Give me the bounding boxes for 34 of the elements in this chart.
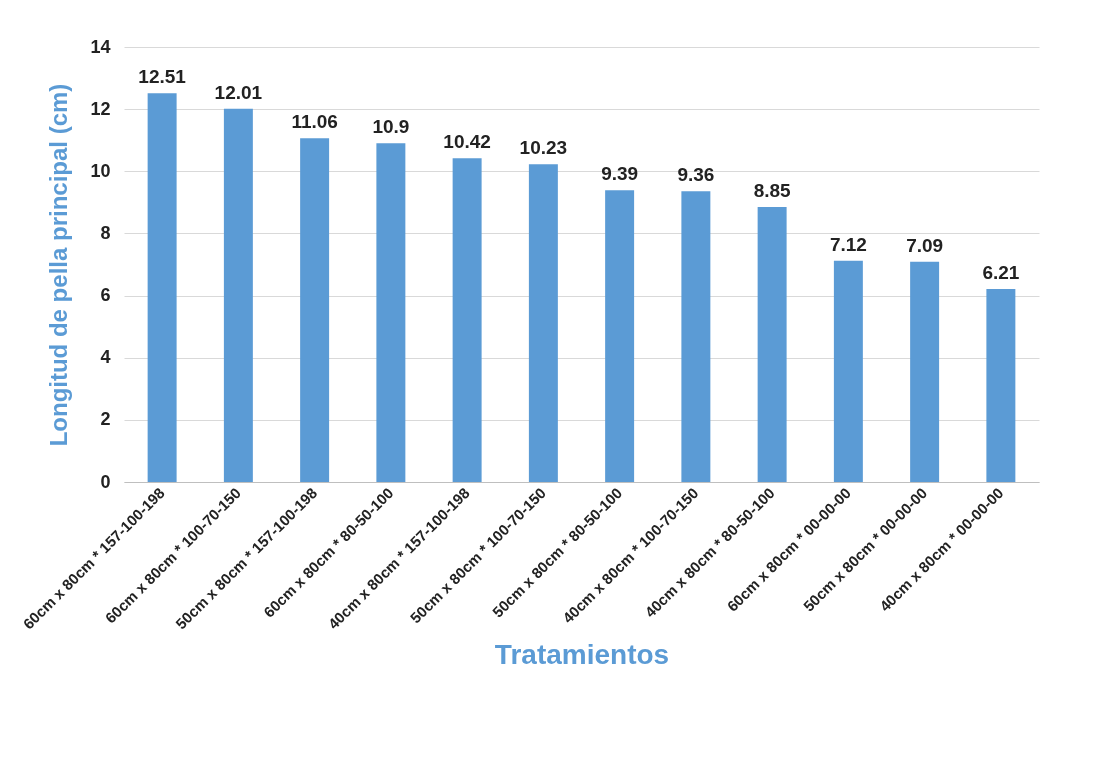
bar — [528, 164, 558, 482]
x-axis-title: Tratamientos — [494, 639, 670, 671]
bar — [223, 108, 253, 482]
y-tick-label: 8 — [100, 222, 111, 243]
y-tick-label: 12 — [90, 98, 111, 119]
bar — [605, 190, 635, 482]
data-label: 12.51 — [138, 66, 187, 88]
data-label: 9.39 — [601, 163, 639, 185]
bar — [757, 207, 787, 482]
data-label: 7.09 — [906, 234, 944, 256]
data-label: 10.23 — [519, 137, 568, 159]
data-label: 9.36 — [677, 164, 715, 186]
y-tick-label: 0 — [100, 471, 111, 492]
y-tick-label: 4 — [100, 347, 111, 368]
data-label: 6.21 — [982, 262, 1020, 284]
bar — [910, 261, 940, 482]
bar — [376, 143, 406, 482]
bar — [452, 158, 482, 482]
bar — [300, 138, 330, 482]
data-label: 8.85 — [753, 180, 792, 202]
data-label: 7.12 — [829, 233, 867, 255]
y-tick-label: 10 — [90, 160, 111, 181]
bar — [681, 191, 711, 482]
y-axis-title: Longitud de pella principal (cm) — [45, 83, 73, 447]
data-label: 10.9 — [372, 116, 410, 138]
bar — [986, 289, 1016, 482]
y-tick-label: 14 — [90, 36, 111, 57]
y-tick-label: 2 — [100, 409, 111, 430]
data-label: 12.01 — [214, 81, 263, 103]
data-label: 10.42 — [443, 131, 491, 153]
bar — [147, 93, 177, 482]
y-tick-label: 6 — [100, 285, 111, 306]
data-label: 11.06 — [291, 111, 338, 133]
bar — [833, 260, 863, 482]
